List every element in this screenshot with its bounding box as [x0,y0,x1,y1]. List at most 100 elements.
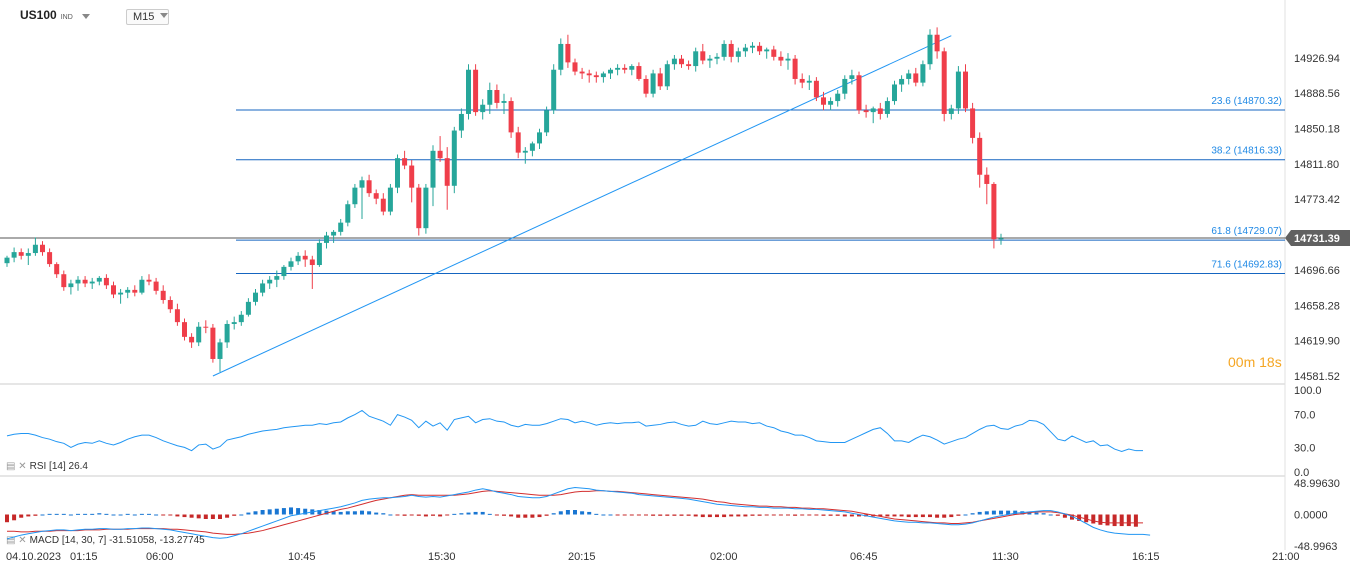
macd-histogram-bar [196,514,201,519]
candle-body [991,183,997,240]
fib-level-label: 23.6 (14870.32) [1211,96,1282,107]
candle-body [948,108,954,114]
candle-body [480,104,486,113]
macd-histogram-bar [409,514,414,516]
macd-histogram-bar [54,513,59,515]
candle-body [11,252,17,258]
candle-body [174,309,180,323]
macd-histogram-bar [793,514,798,516]
time-axis-label: 06:00 [146,551,174,563]
macd-histogram-bar [232,514,237,516]
macd-histogram-bar [573,510,577,515]
candle-body [458,113,464,131]
time-axis-label: 11:30 [992,551,1019,563]
candle-body [508,101,514,133]
macd-histogram-bar [352,511,357,515]
macd-histogram-bar [480,511,485,515]
macd-histogram-bar [523,514,528,518]
candle-body [160,290,166,301]
candle-body [615,67,621,70]
candle-body [451,130,457,186]
macd-histogram-bar [594,513,599,515]
candle-body [118,292,124,295]
candle-body [700,51,706,61]
time-axis-label: 21:00 [1272,551,1300,563]
countdown-minutes: 00 [1228,354,1244,370]
macd-histogram-bar [1070,514,1074,520]
candle-body [821,97,826,105]
macd-histogram-bar [182,514,187,518]
price-tick-label: 14773.42 [1294,194,1340,206]
macd-histogram-bar [168,514,173,516]
macd-histogram-bar [991,510,996,515]
candle-body [998,238,1004,240]
macd-histogram-bar [729,514,734,517]
candle-body [572,62,578,72]
macd-histogram-bar [423,514,428,517]
rsi-settings-icon[interactable]: ▤ ✕ [6,461,27,472]
candle-countdown: 00m 18s [1228,354,1282,370]
macd-histogram-bar [1055,514,1060,516]
symbol-dropdown-icon[interactable] [82,14,90,19]
candle-body [849,75,855,79]
rsi-legend[interactable]: ▤ ✕ RSI [14] 26.4 [6,461,88,472]
macd-histogram-bar [530,514,535,518]
macd-histogram-bar [260,510,265,515]
candle-body [352,187,358,205]
candle-body [941,51,947,114]
macd-histogram-bar [61,513,66,515]
candle-body [466,69,471,114]
candle-body [125,289,131,293]
candle-body [856,75,862,111]
macd-histogram-bar [658,514,663,516]
candle-body [274,276,280,280]
macd-histogram-bar [693,514,698,517]
candle-body [806,80,812,83]
candle-body [288,261,294,267]
macd-histogram-bar [750,514,755,516]
candle-body [437,150,443,159]
candle-body [799,78,805,83]
macd-histogram-bar [104,513,109,515]
fib-level-label: 71.6 (14692.83) [1211,259,1282,270]
macd-histogram-bar [452,513,457,515]
macd-histogram-bar [289,507,293,515]
candle-body [54,264,60,275]
macd-signal-line [7,490,1143,535]
candle-body [565,43,571,63]
macd-histogram-bar [445,514,450,516]
macd-histogram-bar [800,514,805,516]
timeframe-selector[interactable]: M15 [126,9,170,25]
macd-histogram-bar [473,511,478,515]
macd-histogram-bar [19,514,24,518]
rsi-axis-label: 30.0 [1294,442,1315,454]
macd-histogram-bar [324,510,329,515]
price-tick-label: 14811.80 [1294,159,1339,171]
macd-histogram-bar [629,514,634,516]
candle-body [47,252,53,265]
macd-histogram-bar [622,514,627,516]
macd-histogram-bar [807,514,812,516]
macd-axis-label: 48.99630 [1294,478,1340,490]
macd-histogram-bar [878,514,883,517]
macd-histogram-bar [920,514,925,518]
macd-histogram-bar [977,511,982,515]
macd-histogram-bar [771,514,776,516]
macd-histogram-bar [210,514,215,519]
candle-body [380,198,386,212]
candle-body [309,259,315,266]
candle-body [423,187,429,229]
candle-body [920,64,926,83]
macd-histogram-bar [118,514,123,516]
macd-settings-icon[interactable]: ▤ ✕ [6,535,27,546]
macd-histogram-bar [551,513,556,515]
candle-body [295,255,301,262]
macd-histogram-bar [999,510,1003,515]
time-axis-label: 20:15 [568,551,596,563]
symbol-selector[interactable]: US100 IND [20,8,73,22]
macd-histogram-bar [835,514,840,516]
macd-histogram-bar [494,514,499,516]
macd-legend[interactable]: ▤ ✕ MACD [14, 30, 7] -31.51058, -13.27745 [6,535,205,546]
